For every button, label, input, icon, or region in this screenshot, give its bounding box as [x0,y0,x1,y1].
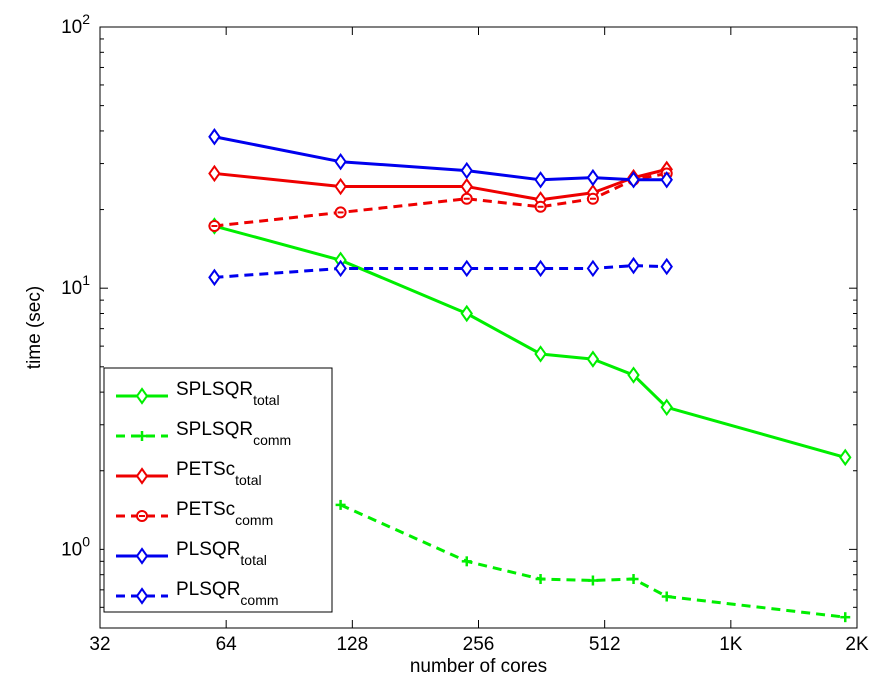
x-tick-label: 1K [719,634,743,655]
data-point [627,256,640,275]
data-point [586,192,599,205]
legend-label: SPLSQRtotal [176,379,280,408]
y-tick-exponent: 2 [82,11,90,27]
legend-label: PLSQRtotal [176,539,267,568]
x-axis-label: number of cores [410,656,547,677]
data-point [534,171,547,189]
legend-name: SPLSQR [176,419,253,440]
y-tick-exponent: 1 [82,272,90,288]
x-tick-label: 32 [89,634,110,655]
legend-subscript: total [235,472,261,488]
data-point [460,259,473,278]
data-point [461,556,472,567]
data-point [586,168,600,187]
legend-subscript: comm [235,512,273,528]
data-point [334,152,347,171]
legend-name: PETSc [176,499,235,520]
legend-subscript: total [240,552,266,568]
data-point [334,259,347,278]
data-point [335,499,346,510]
legend-subscript: comm [253,432,291,448]
data-point [628,574,639,585]
data-point [208,220,221,233]
data-point [587,575,598,586]
data-point [534,259,547,278]
legend-name: PLSQR [176,579,240,600]
y-tick-base: 10 [61,278,82,299]
legend-marker [135,587,149,605]
legend-marker [135,547,149,565]
legend-label: PLSQRcomm [176,579,279,608]
data-point [460,192,473,205]
legend-entry: PETSctotal [116,459,262,488]
legend-name: SPLSQR [176,379,253,400]
legend-entry: PLSQRcomm [116,579,279,608]
data-point [534,345,547,363]
y-tick-base: 10 [61,539,82,560]
legend-box [103,367,333,613]
x-tick-label: 256 [463,634,495,655]
legend-marker [137,431,147,441]
series-plsqr-comm [208,256,673,287]
data-point [627,171,640,189]
legend-entry: PETSccomm [116,499,273,528]
legend-subscript: comm [240,592,278,608]
series-layer [208,128,852,623]
data-point [660,398,673,416]
x-tick-label: 128 [336,634,368,655]
x-axis: 32 64 128 256 512 1K 2K [89,27,869,655]
legend-entry: PLSQRtotal [116,539,267,568]
legend-entry: SPLSQRcomm [116,419,291,448]
x-tick-label: 512 [589,634,621,655]
y-tick-exponent: 0 [82,533,90,549]
data-point [208,128,221,146]
y-axis-label: time (sec) [24,286,45,369]
legend-marker [135,467,149,485]
data-point [208,268,221,287]
data-point [460,304,473,323]
legend-subscript: total [253,392,279,408]
legend-label: PETSccomm [176,499,273,528]
legend: SPLSQRtotalSPLSQRcommPETSctotalPETSccomm… [103,367,333,613]
data-point [208,164,221,183]
legend-entry: SPLSQRtotal [116,379,280,408]
x-tick-label: 64 [216,634,238,655]
data-point [460,161,473,180]
y-tick-label: 102 [61,11,90,38]
data-point [661,591,672,602]
data-point [627,366,640,384]
series-line [214,224,846,459]
legend-label: SPLSQRcomm [176,419,291,448]
data-point [840,612,851,623]
x-tick-label: 2K [845,634,869,655]
y-tick-label: 101 [61,272,90,299]
legend-name: PLSQR [176,539,240,560]
legend-name: PETSc [176,459,235,480]
data-point [839,448,852,467]
data-point [535,574,546,585]
legend-label: PETSctotal [176,459,262,488]
data-point [660,257,673,276]
data-point [586,259,600,278]
y-tick-label: 100 [61,533,90,560]
data-point [334,206,347,219]
series-plsqr-total [208,128,673,189]
series-splsqr-comm [335,499,851,623]
data-point [660,171,673,189]
data-point [586,350,600,368]
data-point [334,177,347,196]
legend-marker [135,387,149,405]
legend-marker [136,510,148,522]
data-point [534,200,547,213]
y-tick-base: 10 [61,17,82,38]
